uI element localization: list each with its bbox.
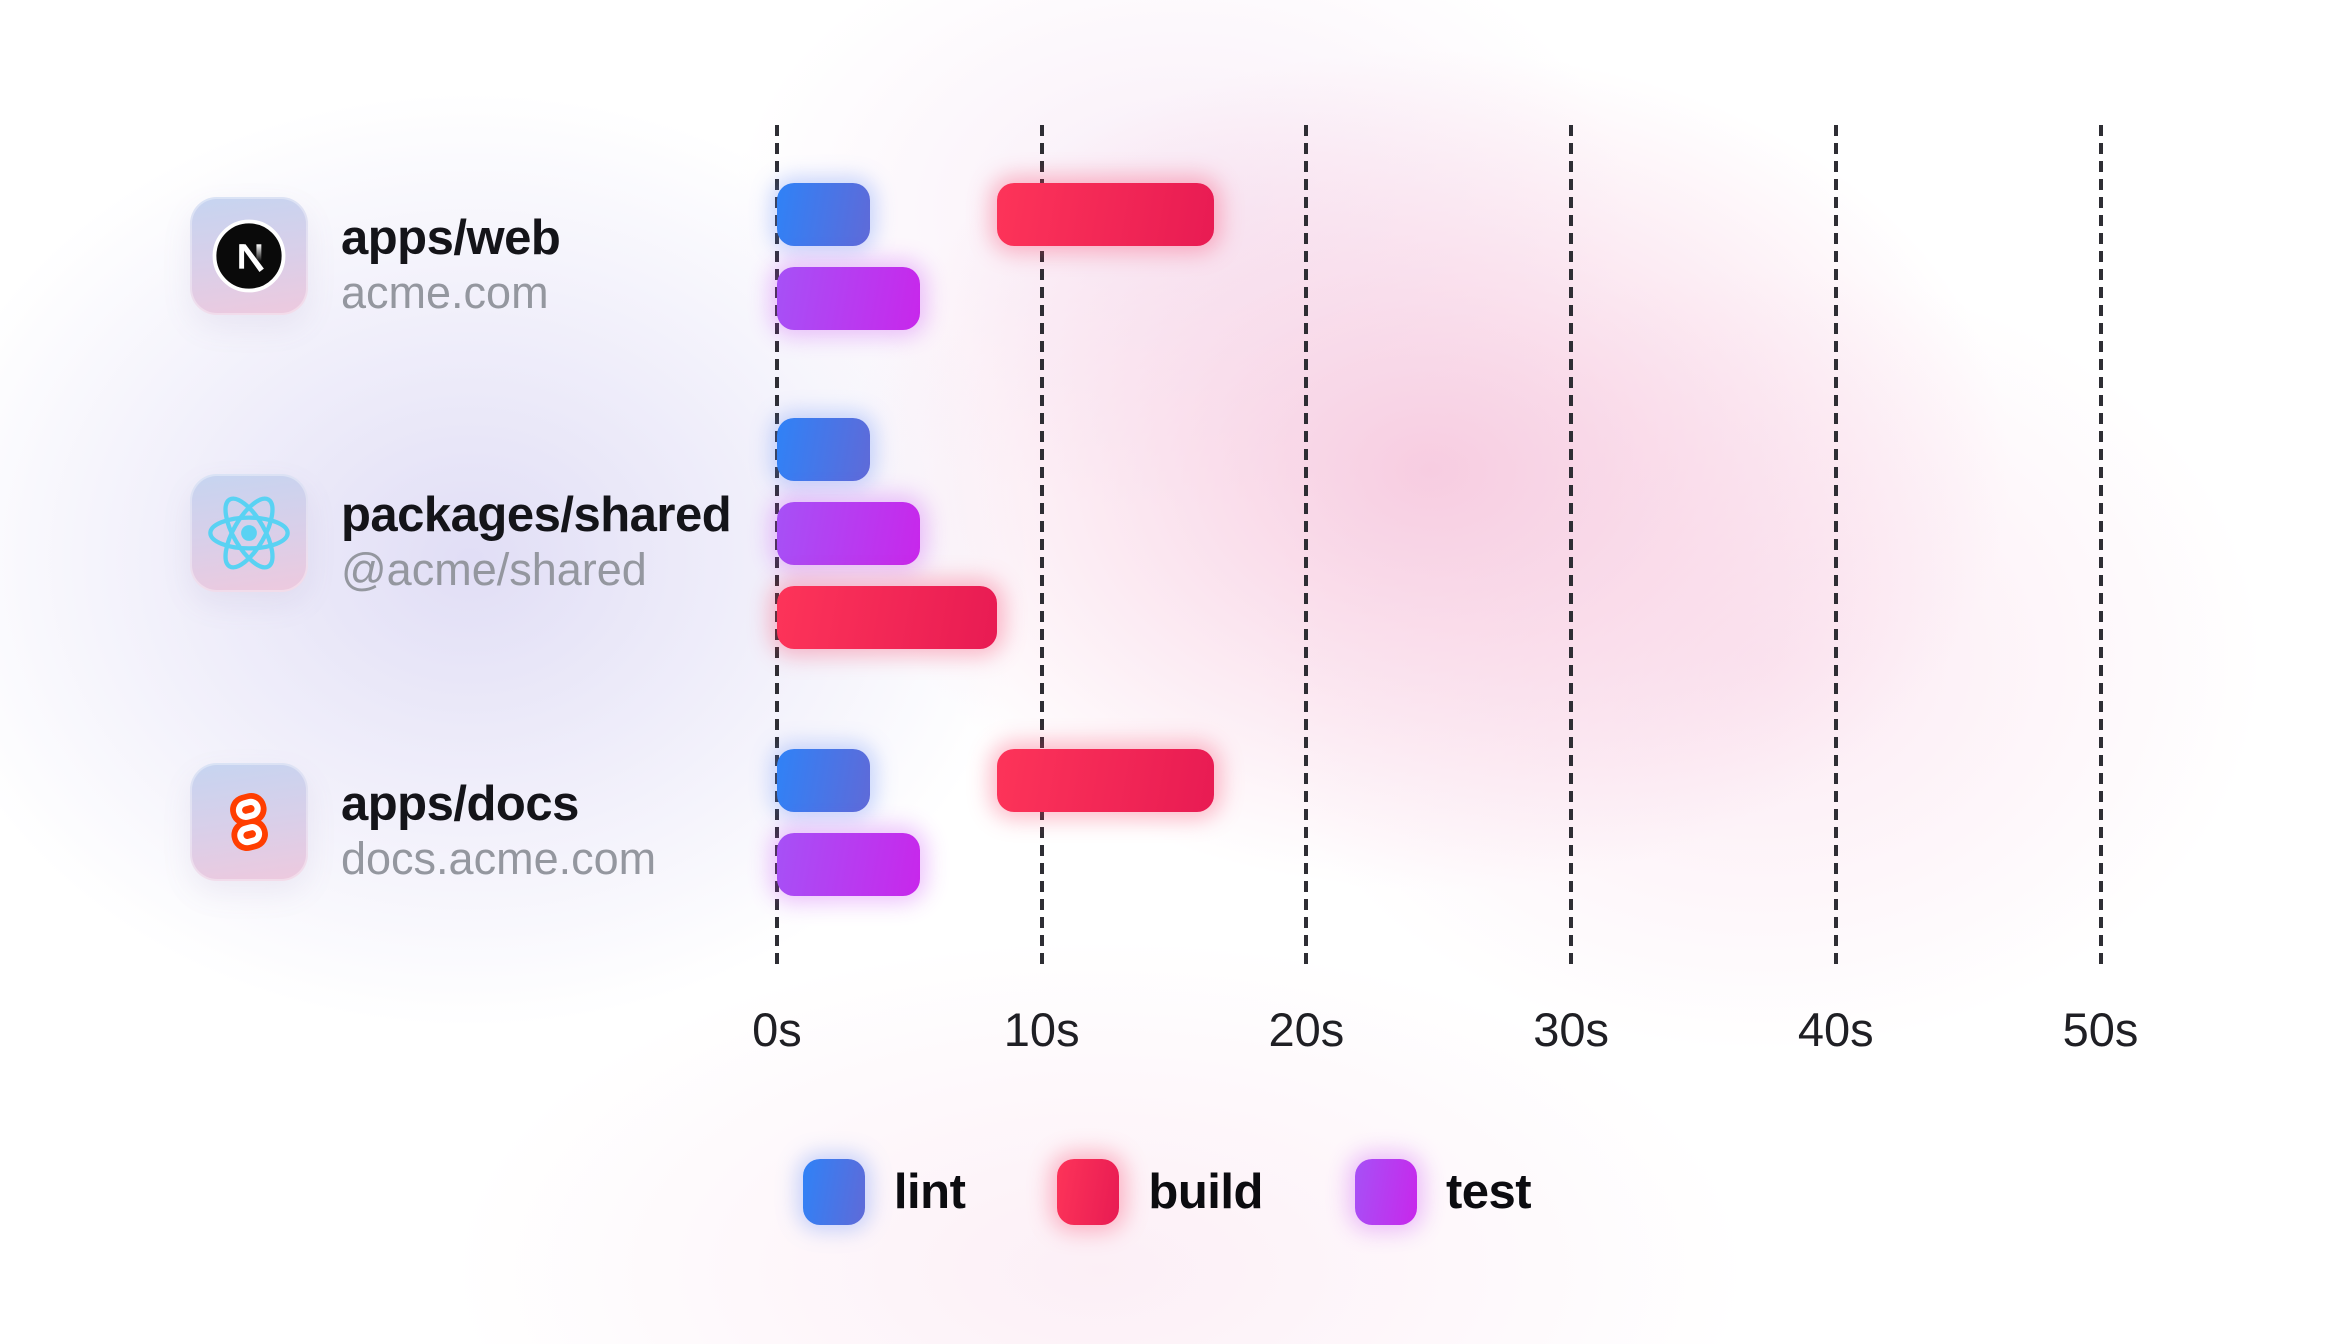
svelte-logo-icon: [210, 783, 288, 861]
legend-label: lint: [893, 1165, 966, 1219]
legend-swatch-lint: [802, 1159, 865, 1225]
task-bar-test: [777, 832, 920, 896]
row-subtitle: docs.acme.com: [341, 833, 657, 884]
task-bar-build: [777, 585, 997, 649]
axis-tick-label: 0s: [752, 1003, 802, 1056]
task-bar-test: [777, 501, 920, 565]
react-logo-icon: [204, 488, 294, 578]
axis-tick-label: 20s: [1268, 1003, 1345, 1056]
nextjs-logo-icon: [211, 218, 287, 294]
legend-item-test: test: [1354, 1159, 1532, 1225]
legend-label: build: [1148, 1165, 1263, 1219]
axis-tick-label: 30s: [1533, 1003, 1609, 1056]
row-title: apps/web: [341, 211, 561, 265]
axis-tick-label: 40s: [1797, 1003, 1874, 1056]
axis-tick-label: 10s: [1003, 1003, 1080, 1056]
gridline-50s: [2098, 125, 2103, 968]
task-bar-lint: [777, 417, 870, 481]
row-icon-tile: [190, 474, 308, 592]
legend: lint build test: [0, 1159, 2334, 1225]
gridline-20s: [1304, 125, 1309, 968]
row-title: packages/shared: [341, 488, 732, 542]
task-bar-lint: [777, 748, 870, 812]
task-bar-test: [777, 266, 920, 330]
task-bar-build: [996, 748, 1214, 812]
row-subtitle: acme.com: [341, 267, 549, 318]
legend-swatch-test: [1354, 1159, 1417, 1225]
legend-item-lint: lint: [802, 1159, 966, 1225]
gridline-40s: [1833, 125, 1838, 968]
row-title: apps/docs: [341, 777, 579, 831]
axis-tick-label: 50s: [2062, 1003, 2139, 1056]
row-subtitle: @acme/shared: [341, 544, 647, 595]
legend-label: test: [1445, 1165, 1532, 1219]
row-icon-tile: [190, 197, 308, 315]
task-bar-lint: [777, 182, 870, 246]
row-icon-tile: [190, 763, 308, 881]
gridline-10s: [1039, 125, 1044, 968]
legend-swatch-build: [1057, 1159, 1120, 1225]
legend-item-build: build: [1057, 1159, 1263, 1225]
gridline-30s: [1569, 125, 1574, 968]
task-bar-build: [996, 182, 1214, 246]
